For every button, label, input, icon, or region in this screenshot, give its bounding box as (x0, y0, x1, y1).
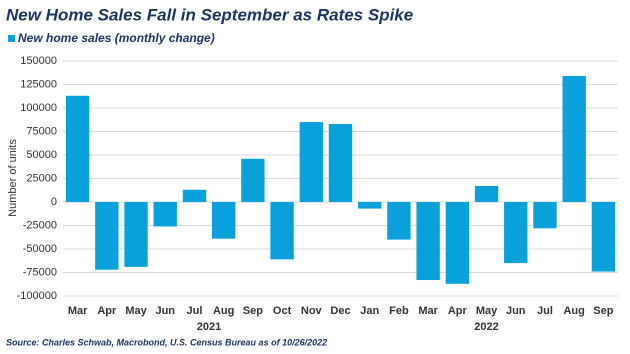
source-note: Source: Charles Schwab, Macrobond, U.S. … (6, 337, 327, 347)
bar (299, 122, 323, 202)
bar (474, 186, 499, 202)
y-tick-label: 25000 (26, 172, 57, 184)
y-tick-label: -100000 (17, 290, 57, 302)
x-tick-label: Jun (155, 305, 175, 317)
x-tick-label: Jan (360, 305, 379, 317)
bar (124, 202, 148, 267)
x-tick-label: Oct (273, 305, 292, 317)
x-group-label: 2022 (474, 321, 498, 333)
bar (416, 202, 440, 281)
y-tick-label: 75000 (26, 125, 57, 137)
x-tick-label: May (476, 305, 498, 317)
x-tick-label: May (125, 305, 147, 317)
bar (270, 202, 294, 260)
x-tick-label: Mar (418, 305, 438, 317)
x-group-label: 2021 (197, 321, 221, 333)
x-tick-label: Jun (506, 305, 526, 317)
x-tick-label: Dec (330, 305, 350, 317)
x-tick-label: Aug (563, 305, 584, 317)
bar (211, 202, 236, 239)
y-tick-label: 0 (51, 196, 57, 208)
x-tick-label: Sep (593, 305, 613, 317)
y-tick-label: -50000 (23, 243, 57, 255)
bar (241, 158, 265, 202)
y-tick-label: -75000 (23, 266, 57, 278)
legend-label: New home sales (monthly change) (18, 31, 215, 45)
y-tick-label: 125000 (20, 78, 57, 90)
x-tick-label: Feb (389, 305, 409, 317)
y-tick-label: 150000 (20, 55, 57, 67)
bar (153, 202, 177, 227)
bar (591, 202, 616, 272)
x-tick-label: Jul (186, 305, 202, 317)
x-tick-label: Aug (213, 305, 234, 317)
bar (387, 202, 411, 240)
bar (445, 202, 470, 284)
x-tick-label: Jul (537, 305, 553, 317)
bar (65, 95, 90, 202)
x-tick-label: Apr (97, 305, 117, 317)
bar (562, 76, 586, 202)
y-tick-label: -25000 (23, 219, 57, 231)
bar (504, 202, 528, 264)
y-tick-label: 100000 (20, 102, 57, 114)
x-tick-label: Apr (448, 305, 468, 317)
x-tick-label: Nov (301, 305, 323, 317)
x-tick-label: Sep (243, 305, 263, 317)
legend-swatch (8, 35, 15, 42)
x-tick-label: Mar (68, 305, 88, 317)
bar (328, 123, 353, 202)
bar (358, 202, 382, 209)
y-axis-label: Number of units (7, 139, 19, 217)
y-tick-label: 50000 (26, 149, 57, 161)
chart-title: New Home Sales Fall in September as Rate… (6, 5, 413, 24)
bar (182, 189, 207, 202)
bar (533, 202, 557, 229)
bar (95, 202, 119, 270)
